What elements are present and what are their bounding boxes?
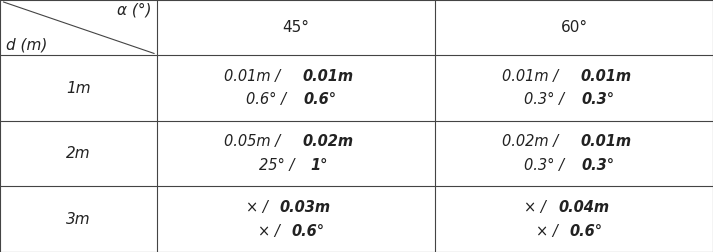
Text: 0.3°: 0.3° bbox=[581, 92, 615, 108]
Text: 1°: 1° bbox=[310, 158, 328, 173]
Text: 1m: 1m bbox=[66, 81, 91, 96]
Text: α (°): α (°) bbox=[117, 3, 151, 18]
Text: d (m): d (m) bbox=[6, 38, 47, 53]
Text: 3m: 3m bbox=[66, 212, 91, 227]
Text: 0.05m /: 0.05m / bbox=[224, 134, 284, 149]
Text: 0.3° /: 0.3° / bbox=[524, 92, 568, 108]
Text: × /: × / bbox=[246, 200, 272, 215]
Text: 0.02m /: 0.02m / bbox=[502, 134, 563, 149]
Text: 0.3° /: 0.3° / bbox=[524, 158, 568, 173]
Text: 60°: 60° bbox=[560, 20, 588, 35]
Text: × /: × / bbox=[524, 200, 550, 215]
Text: 0.6°: 0.6° bbox=[303, 92, 337, 108]
Text: 0.6° /: 0.6° / bbox=[246, 92, 290, 108]
Text: × /: × / bbox=[257, 224, 284, 239]
Text: × /: × / bbox=[535, 224, 562, 239]
Text: 0.6°: 0.6° bbox=[570, 224, 602, 239]
Text: 2m: 2m bbox=[66, 146, 91, 161]
Text: 0.01m /: 0.01m / bbox=[224, 69, 284, 84]
Text: 0.01m: 0.01m bbox=[580, 69, 631, 84]
Text: 0.01m /: 0.01m / bbox=[502, 69, 563, 84]
Text: 0.02m: 0.02m bbox=[302, 134, 353, 149]
Text: 0.04m: 0.04m bbox=[558, 200, 609, 215]
Text: 0.01m: 0.01m bbox=[580, 134, 631, 149]
Text: 25° /: 25° / bbox=[259, 158, 299, 173]
Text: 0.03m: 0.03m bbox=[280, 200, 331, 215]
Text: 0.6°: 0.6° bbox=[292, 224, 324, 239]
Text: 0.01m: 0.01m bbox=[302, 69, 353, 84]
Text: 45°: 45° bbox=[282, 20, 309, 35]
Text: 0.3°: 0.3° bbox=[581, 158, 615, 173]
